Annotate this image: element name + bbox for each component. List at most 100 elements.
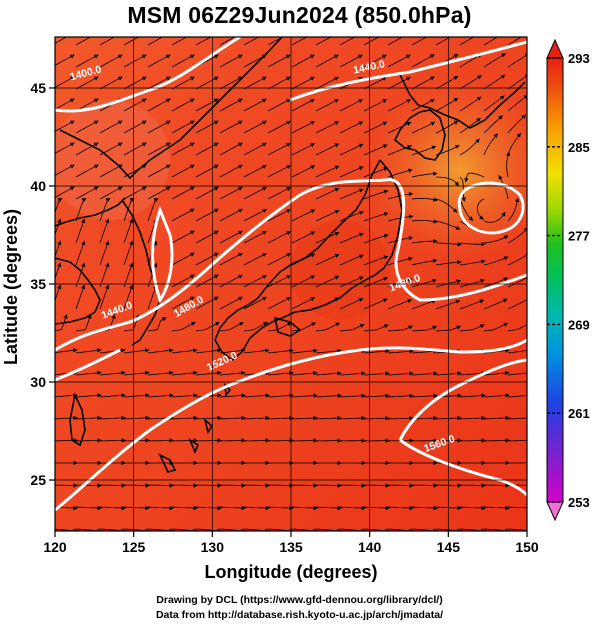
streamline-arrow	[286, 231, 291, 236]
streamline-arrow	[382, 144, 388, 149]
streamline-arrow	[527, 322, 532, 326]
streamline	[267, 296, 291, 310]
streamline	[291, 231, 316, 244]
streamline-arrow	[265, 438, 270, 443]
streamline	[435, 417, 462, 420]
streamline	[195, 120, 219, 134]
streamline	[195, 372, 222, 376]
streamline	[532, 176, 543, 199]
streamline-arrow	[382, 33, 387, 37]
streamline-arrow	[464, 177, 469, 183]
streamline-arrow	[523, 95, 527, 100]
streamline	[339, 372, 366, 376]
streamline-arrow	[238, 252, 243, 257]
y-tick-label: 45	[30, 80, 46, 96]
streamline-arrow	[479, 215, 484, 220]
streamline-arrow	[286, 275, 291, 280]
streamline-arrow	[481, 393, 486, 398]
streamline-arrow	[57, 262, 62, 268]
streamline	[243, 296, 267, 310]
streamline-arrow	[382, 121, 388, 126]
streamline-arrow	[503, 298, 508, 303]
streamline	[195, 506, 222, 509]
streamline	[532, 200, 547, 221]
streamline-arrow	[385, 438, 390, 443]
streamline	[411, 279, 437, 288]
streamline-arrow	[530, 461, 534, 465]
streamline	[411, 259, 438, 266]
streamline-arrow	[505, 370, 510, 376]
streamline	[243, 76, 267, 90]
streamline	[483, 133, 499, 156]
streamline	[315, 506, 342, 509]
streamline	[291, 297, 315, 310]
streamline	[147, 197, 159, 222]
streamline-arrow	[265, 483, 270, 488]
streamline-arrow	[145, 415, 150, 421]
streamline	[243, 37, 260, 46]
streamline-arrow	[169, 348, 174, 353]
streamline	[387, 325, 413, 332]
streamline	[532, 32, 554, 45]
streamline	[99, 506, 126, 509]
streamline-arrow	[214, 33, 219, 37]
streamline	[267, 274, 291, 288]
streamline	[219, 54, 243, 68]
streamline-arrow	[111, 314, 116, 319]
streamline	[459, 506, 486, 509]
streamline-arrow	[361, 371, 366, 376]
streamline	[171, 230, 195, 244]
streamline-arrow	[549, 32, 554, 36]
streamline	[411, 145, 437, 156]
streamline	[339, 232, 364, 244]
streamline-arrow	[93, 164, 99, 169]
streamline	[171, 321, 196, 332]
streamline-arrow	[286, 121, 291, 125]
streamline	[75, 120, 99, 134]
streamline	[363, 76, 387, 90]
streamline-arrow	[286, 143, 291, 147]
streamline-arrow	[385, 371, 390, 376]
streamline-arrow	[313, 460, 318, 466]
streamline-arrow	[359, 254, 364, 259]
streamline-arrow	[457, 505, 462, 511]
streamline-arrow	[407, 145, 412, 149]
streamline-arrow	[286, 76, 291, 81]
streamline-arrow	[334, 143, 339, 148]
streamline-arrow	[166, 33, 171, 37]
streamline	[219, 120, 243, 134]
streamline-arrow	[213, 98, 219, 103]
streamline-arrow	[161, 317, 167, 322]
streamline	[387, 299, 412, 310]
streamline	[363, 255, 389, 266]
streamline-arrow	[145, 483, 150, 488]
streamline	[435, 198, 458, 213]
streamline	[411, 220, 438, 223]
streamline-arrow	[153, 240, 158, 246]
streamline	[195, 417, 222, 420]
geopotential-contours	[55, 37, 527, 512]
streamline-arrow	[313, 371, 318, 376]
streamline-arrow	[310, 76, 315, 81]
streamline-arrow	[409, 371, 414, 376]
streamline	[459, 279, 485, 288]
streamline	[411, 76, 435, 90]
streamline	[339, 254, 364, 266]
streamline-arrow	[358, 121, 363, 126]
x-tick-label: 150	[515, 539, 539, 555]
streamline-arrow	[430, 99, 435, 103]
colorbar-tick-label: 293	[568, 51, 590, 66]
streamline	[339, 166, 364, 178]
streamline-arrow	[407, 277, 413, 282]
streamline	[267, 231, 291, 244]
streamline-arrow	[93, 76, 99, 81]
streamline-arrow	[408, 325, 413, 330]
streamline	[291, 350, 318, 354]
streamline-arrow	[334, 165, 340, 170]
streamline	[506, 151, 510, 178]
streamline	[339, 506, 366, 509]
streamline-arrow	[289, 460, 294, 466]
streamline	[339, 54, 363, 68]
streamline-arrow	[262, 296, 267, 301]
streamline	[459, 260, 486, 266]
